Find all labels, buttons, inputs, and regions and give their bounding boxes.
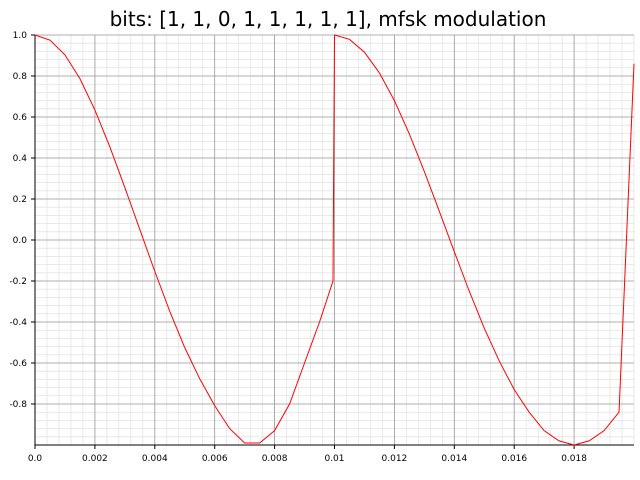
y-tick-label: -0.8	[9, 400, 27, 410]
y-tick-label: 0.2	[13, 195, 27, 205]
series-line-0	[34, 34, 635, 446]
x-tick-label: 0.002	[82, 454, 108, 464]
y-tick-label: -0.6	[9, 359, 27, 369]
y-tick-label: -0.4	[9, 318, 27, 328]
y-tick-label: 0.0	[13, 236, 28, 246]
x-tick-labels: 0.0 0.002 0.004 0.006 0.008 0.01 0.012 0.014 0.0…	[28, 454, 587, 464]
x-tick-label: 0.012	[382, 454, 408, 464]
y-tick-label: 1.0	[13, 31, 28, 41]
series-layer	[34, 34, 635, 446]
x-tick-label: 0.018	[561, 454, 587, 464]
x-tick-label: 0.0	[28, 454, 43, 464]
y-tick-labels: 1.0 0.8 0.6 0.4 0.2 0.0 -0.2 -0.4 -0.6 -0.8	[9, 31, 27, 410]
x-tick-label: 0.014	[441, 454, 467, 464]
y-tick-label: 0.4	[13, 154, 28, 164]
major-gridlines	[34, 34, 634, 445]
axes	[31, 34, 634, 449]
y-tick-label: 0.6	[13, 113, 28, 123]
chart-title: bits: [1, 1, 0, 1, 1, 1, 1, 1], mfsk mod…	[110, 7, 547, 31]
x-tick-label: 0.016	[501, 454, 527, 464]
x-tick-label: 0.01	[324, 454, 344, 464]
x-tick-label: 0.008	[262, 454, 288, 464]
x-tick-label: 0.004	[142, 454, 168, 464]
y-tick-label: -0.2	[9, 277, 27, 287]
x-tick-label: 0.006	[202, 454, 228, 464]
y-tick-label: 0.8	[13, 72, 28, 82]
